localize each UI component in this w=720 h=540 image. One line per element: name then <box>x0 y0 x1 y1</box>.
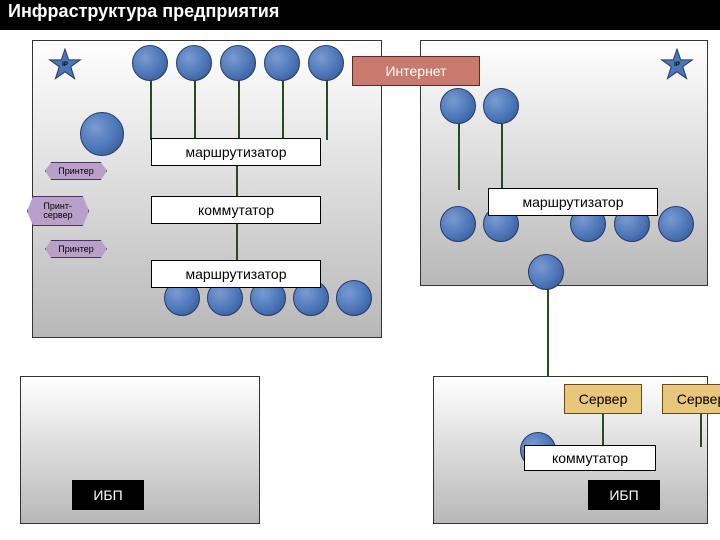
connector <box>326 80 328 140</box>
connector <box>236 164 238 198</box>
node-circle <box>658 206 694 242</box>
router-box-2: маршрутизатор <box>151 260 321 288</box>
ip-star-icon: IP <box>48 48 82 82</box>
page-title: Инфраструктура предприятия <box>0 0 720 30</box>
connector <box>458 120 460 190</box>
node-circle <box>132 45 168 81</box>
node-circle <box>176 45 212 81</box>
node-circle <box>440 88 476 124</box>
node-circle <box>80 112 124 156</box>
ups-box-2: ИБП <box>588 480 660 510</box>
ups-box-1: ИБП <box>72 480 144 510</box>
node-circle <box>336 280 372 316</box>
connector <box>282 80 284 140</box>
router-box-3: маршрутизатор <box>488 188 658 216</box>
connector <box>194 80 196 140</box>
internet-box: Интернет <box>352 56 480 86</box>
print-server-shape: Принт- сервер <box>27 196 89 226</box>
node-circle <box>220 45 256 81</box>
node-circle <box>483 88 519 124</box>
ip-star-icon: IP <box>660 48 694 82</box>
node-circle <box>308 45 344 81</box>
connector <box>501 120 503 190</box>
server-box-1: Сервер <box>564 384 642 414</box>
node-circle <box>264 45 300 81</box>
connector <box>602 412 604 447</box>
connector <box>700 412 702 447</box>
connector <box>236 222 238 262</box>
printer-shape: Принтер <box>45 240 107 258</box>
node-circle <box>528 254 564 290</box>
switch-box-1: коммутатор <box>151 196 321 224</box>
node-circle <box>440 206 476 242</box>
connector <box>238 80 240 140</box>
router-box-1: маршрутизатор <box>151 138 321 166</box>
switch-box-2: коммутатор <box>524 445 656 471</box>
server-box-2: Сервер <box>662 384 720 414</box>
connector <box>150 80 152 140</box>
printer-shape: Принтер <box>45 162 107 180</box>
